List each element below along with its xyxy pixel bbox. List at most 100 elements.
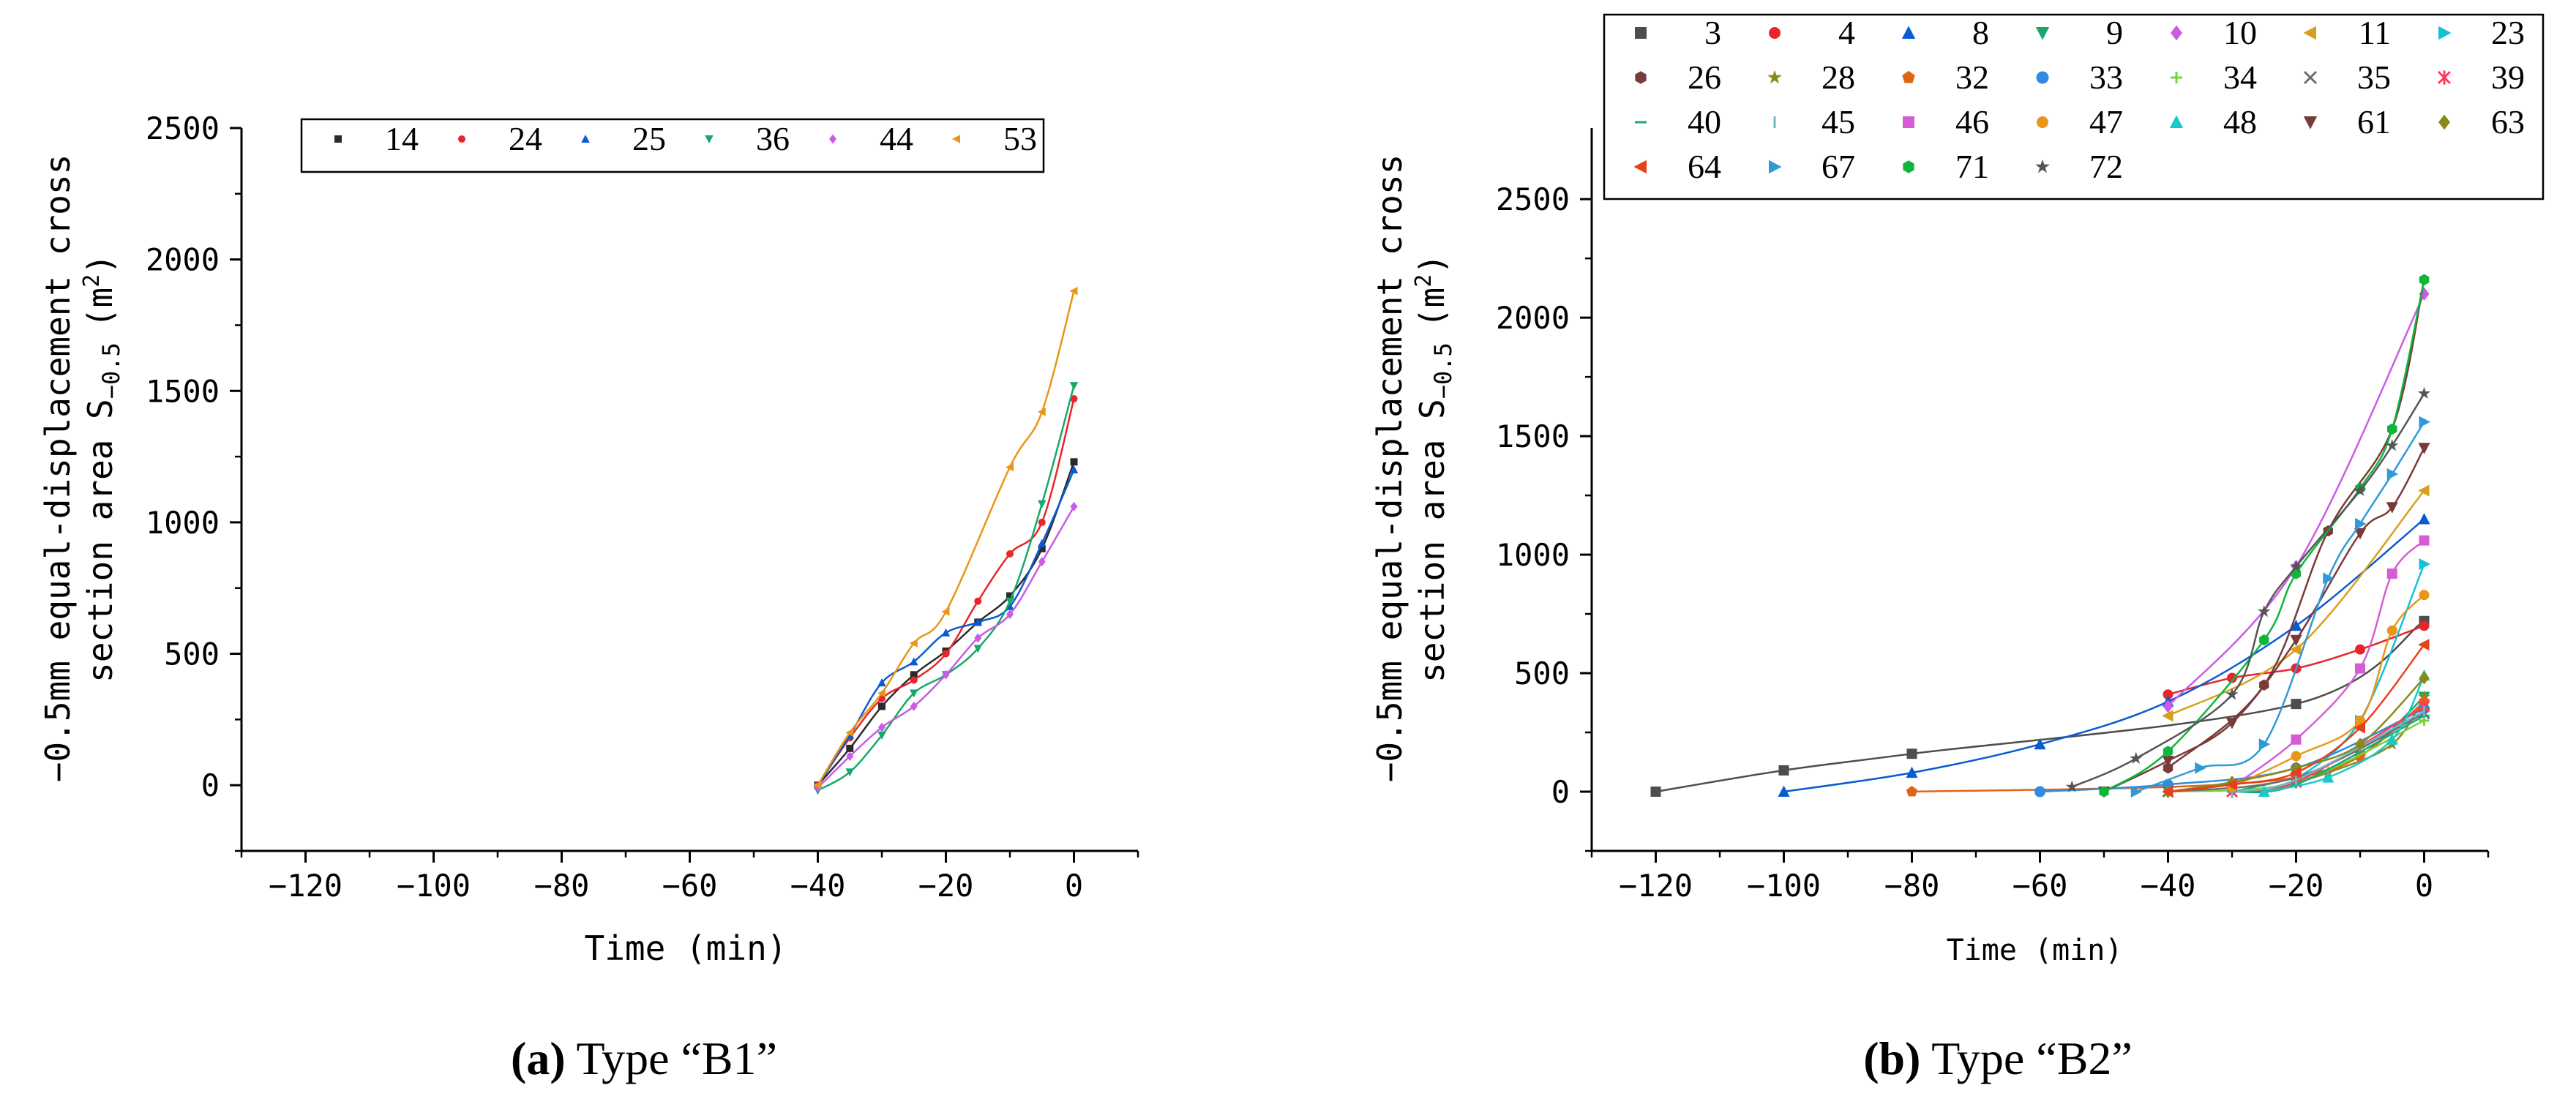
- panel-b-series-4-point: [2163, 689, 2174, 700]
- panel-b-caption: (b) Type “B2”: [1863, 1032, 2133, 1084]
- panel-b-legend-label-72: 72: [2089, 148, 2123, 185]
- panel-a-series-36-point: [973, 645, 982, 653]
- panel-a-legend-marker-44: [829, 134, 836, 144]
- panel-a-series-44-point: [1038, 557, 1046, 567]
- panel-a-series-25-point: [877, 678, 886, 687]
- panel-a-series-44-point: [910, 701, 918, 711]
- panel-b-series-72-point: [2225, 688, 2239, 700]
- panel-b-series-8-point: [1778, 785, 1790, 798]
- panel-b-legend-item-23: 23: [2438, 14, 2525, 51]
- panel-b-series-48-point: [2386, 733, 2398, 745]
- panel-b-series-64-point: [2290, 767, 2302, 779]
- panel-b-legend-item-72: 72: [2035, 148, 2123, 185]
- panel-b-legend-label-64: 64: [1688, 148, 1721, 185]
- panel-b-legend-item-28: 28: [1767, 59, 1855, 96]
- panel-b-legend-item-47: 47: [2037, 103, 2123, 140]
- panel-a-legend-marker-25: [581, 135, 590, 143]
- panel-a-legend-label-36: 36: [756, 120, 790, 157]
- panel-b-series-3-point: [1906, 748, 1917, 759]
- panel-b-caption-text: Type “B2”: [1920, 1032, 2132, 1084]
- panel-b-legend-marker-4: [1769, 27, 1781, 39]
- panel-b-legend-item-45: 45: [1773, 103, 1855, 140]
- panel-b-legend-label-71: 71: [1955, 148, 1989, 185]
- panel-b-series-61: [2097, 443, 2430, 798]
- panel-a-series-24-point: [1006, 550, 1014, 558]
- panel-b-legend-marker-8: [1901, 26, 1916, 39]
- panel-b-legend-marker-9: [2035, 27, 2050, 40]
- panel-b-legend-item-9: 9: [2035, 14, 2123, 51]
- panel-a-series-24-point: [1070, 395, 1078, 403]
- panel-b-series-34-point: [2419, 715, 2430, 726]
- panel-b-series-47: [2227, 590, 2430, 792]
- panel-a-series-44-fit-line: [817, 506, 1075, 789]
- panel-b-legend-item-61: 61: [2303, 103, 2391, 140]
- panel-a-series-14: [814, 458, 1078, 789]
- panel-b-y-tick-label: 0: [1551, 774, 1570, 810]
- panel-b-series-8-point: [1906, 766, 1918, 778]
- panel-a-series-24-point: [942, 650, 950, 658]
- panel-b-legend-label-35: 35: [2357, 59, 2391, 96]
- panel-b-series-72-point: [2417, 386, 2431, 399]
- panel-a-legend-item-14: 14: [334, 120, 419, 157]
- panel-b-series-26-point: [2163, 762, 2174, 774]
- panel-a-legend-label-14: 14: [385, 120, 419, 157]
- panel-b-series-8-fit-line: [1783, 518, 2425, 793]
- panel-a-series-36-point: [1069, 382, 1079, 391]
- panel-b-legend-marker-64: [1633, 160, 1647, 174]
- panel-a-series-36-point: [1006, 597, 1014, 606]
- panel-b-series-3: [1650, 615, 2430, 798]
- panel-a-caption: (a) Type “B1”: [511, 1032, 777, 1084]
- panel-b-series-8-point: [2418, 513, 2430, 525]
- panel-a-y-tick-label: 0: [201, 768, 220, 803]
- panel-a-x-tick-label: −20: [918, 868, 974, 904]
- panel-a-chart: −120 −100 −80 −60 −40 −20 0 0 500 1000 1500 2000 250…: [38, 110, 1139, 1084]
- panel-b-legend-item-35: 35: [2303, 59, 2391, 96]
- panel-b-series-71-point: [2387, 423, 2397, 435]
- panel-a-legend-label-44: 44: [880, 120, 913, 157]
- panel-a-series-36-point: [845, 768, 854, 777]
- panel-b-legend-label-28: 28: [1821, 59, 1855, 96]
- panel-a-y-axis-label-sup: 2: [79, 274, 105, 288]
- panel-b-series-11-point: [2290, 643, 2302, 656]
- panel-a-x-tick-label: −120: [269, 868, 342, 904]
- panel-a-series-53: [813, 286, 1078, 789]
- panel-b-y-axis-label-close: ): [1412, 254, 1452, 274]
- panel-b-legend-marker-35: [2303, 70, 2318, 85]
- panel-b-legend-item-64: 64: [1633, 148, 1721, 185]
- panel-a-legend-label-53: 53: [1003, 120, 1037, 157]
- panel-a-legend-label-25: 25: [632, 120, 666, 157]
- panel-b-plot-area: [1650, 274, 2431, 799]
- panel-b-series-63-point: [2355, 738, 2365, 751]
- panel-a-series-44-point: [974, 633, 982, 643]
- panel-b-series-47-point: [2386, 625, 2397, 636]
- panel-a-x-tick-label: −60: [662, 868, 718, 904]
- panel-b-y-axis-label-sub: −0.5: [1429, 342, 1457, 399]
- panel-a-caption-letter: (a): [511, 1032, 566, 1084]
- panel-b-legend-label-8: 8: [1972, 14, 1989, 51]
- panel-a-series-24-point: [974, 597, 982, 605]
- panel-a-legend-item-36: 36: [705, 120, 790, 157]
- panel-a-series-25-point: [973, 618, 982, 626]
- panel-a-series-14-point: [1070, 458, 1078, 466]
- panel-b-series-11-point: [2418, 484, 2430, 497]
- panel-a-legend-item-25: 25: [581, 120, 666, 157]
- panel-a-y-tick-label: 2000: [146, 242, 220, 278]
- panel-b-series-71-point: [2099, 786, 2109, 798]
- panel-b-x-axis-label: Time (min): [1947, 934, 2123, 967]
- panel-a-series-44-point: [1070, 501, 1078, 511]
- panel-a-series-14-point: [910, 671, 918, 679]
- panel-a-series-44-point: [878, 722, 886, 732]
- panel-a-legend-marker-24: [458, 135, 465, 143]
- panel-b-legend-label-39: 39: [2491, 59, 2525, 96]
- panel-b-series-32-point: [1906, 785, 1918, 797]
- panel-a-series-53-fit-line: [817, 290, 1075, 786]
- panel-a-series-25-point: [1038, 539, 1046, 547]
- panel-a-series-24-point: [910, 676, 918, 684]
- panel-b-series-72-point: [2065, 780, 2078, 792]
- panel-b-legend-item-32: 32: [1902, 59, 1989, 96]
- panel-b-legend-box: [1603, 13, 2545, 200]
- panel-b-series-61-point: [2162, 755, 2174, 768]
- panel-b-series-64-point: [2162, 785, 2174, 798]
- panel-b-legend-label-4: 4: [1838, 14, 1855, 51]
- panel-b-x-tick-label: −20: [2269, 868, 2324, 904]
